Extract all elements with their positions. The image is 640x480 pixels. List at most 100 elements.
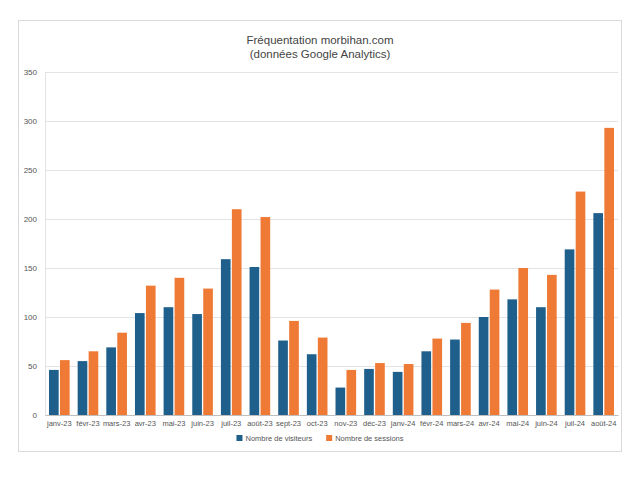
bar [192,314,202,415]
y-tick-label: 150 [24,264,38,273]
legend-label: Nombre de visiteurs [245,434,312,443]
bar [536,307,546,415]
x-tick-label: mars-24 [447,419,475,428]
bar [576,192,586,415]
legend-label: Nombre de sessions [335,434,404,443]
bar [106,347,116,415]
x-tick: déc-23 [363,415,386,428]
x-tick-label: déc-23 [363,419,386,428]
y-tick: 350 [24,68,45,77]
x-tick: mai-23 [162,415,185,428]
y-axis-line [45,73,46,416]
x-tick: juin-23 [190,415,214,428]
x-tick-label: juin-23 [190,419,214,428]
y-tick: 300 [24,117,45,126]
bar [346,370,356,415]
grid [45,72,618,415]
bar [289,321,299,415]
x-tick-label: mai-23 [162,419,185,428]
legend-swatch [326,435,332,441]
x-tick: févr-23 [76,415,99,428]
bar [604,128,614,415]
legend-item: Nombre de sessions [326,434,404,443]
y-tick-label: 100 [24,313,38,322]
legend-item: Nombre de visiteurs [236,434,312,443]
bar [518,268,528,415]
x-tick-label: août-23 [247,419,272,428]
x-tick: août-23 [247,415,272,428]
x-tick-label: janv-24 [390,419,416,428]
y-axis: 0 50 100 150 200 250 300 350 [24,68,46,420]
y-tick-label: 300 [24,117,38,126]
x-tick: nov-23 [334,415,357,428]
grid-line [45,219,618,220]
bar [60,360,70,415]
bar [250,267,260,415]
x-tick: janv-23 [46,415,72,428]
x-tick: mars-23 [103,415,131,428]
bar [221,259,231,415]
bar [164,307,174,415]
bars [49,128,614,415]
x-tick: sept-23 [276,415,301,428]
y-tick-label: 200 [24,215,38,224]
bar [146,286,156,415]
bar [135,313,145,415]
bar [593,213,603,415]
bar [450,340,460,415]
x-tick-label: janv-23 [46,419,72,428]
x-tick: févr-24 [420,415,443,428]
x-tick: avr-24 [478,415,499,428]
series [60,128,614,415]
bar [507,299,517,415]
chart: Fréquentation morbihan.com (données Googl… [0,0,640,480]
grid-line [45,366,618,367]
y-tick-label: 50 [28,362,37,371]
legend-swatch [236,435,242,441]
x-tick-label: mars-23 [103,419,131,428]
grid-line [45,268,618,269]
bar [232,209,242,415]
bar [375,363,385,415]
bar [490,290,500,415]
bar [432,339,442,415]
x-tick-label: oct-23 [307,419,328,428]
bar [78,361,88,415]
x-tick-label: juin-24 [534,419,558,428]
bar [461,323,471,415]
legend: Nombre de visiteurs Nombre de sessions [236,434,403,443]
x-tick: août-24 [591,415,616,428]
bar [278,341,288,415]
bar [175,278,185,415]
bar [318,338,328,415]
x-tick-label: févr-24 [420,419,443,428]
bar [565,249,575,415]
grid-line [45,317,618,318]
bar [117,333,127,415]
x-tick-label: nov-23 [334,419,357,428]
y-tick-label: 0 [33,411,38,420]
grid-line [45,72,618,73]
bar [49,370,59,415]
bar [203,289,213,415]
x-axis: janv-23févr-23mars-23avr-23mai-23juin-23… [46,415,619,428]
grid-line [45,170,618,171]
x-tick-label: sept-23 [276,419,301,428]
x-tick: oct-23 [307,415,328,428]
y-tick: 250 [24,166,45,175]
bar [89,351,99,415]
x-tick: juil-23 [220,415,241,428]
y-tick-label: 350 [24,68,38,77]
subtitle: (données Google Analytics) [250,48,391,60]
title: Fréquentation morbihan.com [246,34,393,46]
bar [479,317,489,415]
grid-line [45,415,618,416]
bar [364,369,374,415]
x-tick-label: août-24 [591,419,616,428]
bar [547,275,557,415]
chart-frame [19,21,622,452]
x-axis-line [46,415,619,416]
y-tick: 50 [28,362,45,371]
x-tick: mai-24 [506,415,529,428]
y-tick: 0 [33,411,45,420]
